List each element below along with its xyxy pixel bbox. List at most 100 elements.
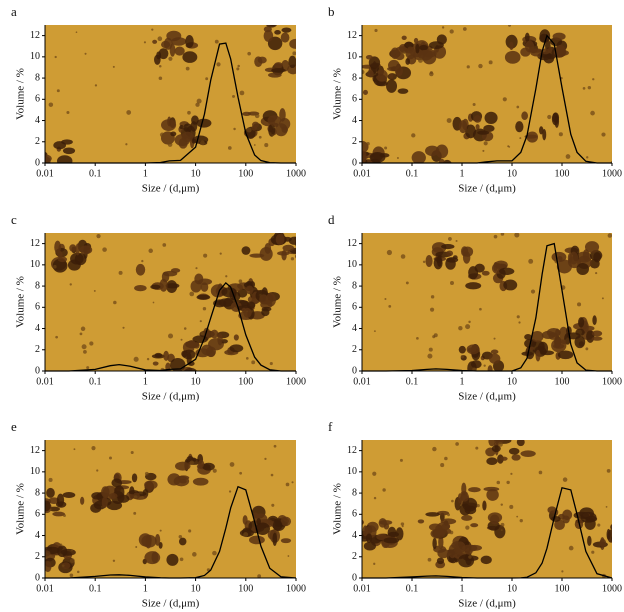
particle bbox=[57, 155, 72, 167]
particle bbox=[271, 68, 286, 73]
particle bbox=[585, 347, 588, 350]
particle bbox=[234, 334, 239, 340]
particle bbox=[271, 504, 274, 507]
x-tick-label: 100 bbox=[555, 376, 570, 387]
y-axis-label: Volume / % bbox=[15, 483, 27, 535]
particle bbox=[577, 302, 581, 306]
particle bbox=[451, 500, 454, 503]
particle bbox=[126, 110, 131, 115]
particle bbox=[59, 543, 62, 546]
particle bbox=[188, 529, 191, 532]
particle bbox=[553, 344, 564, 349]
particle bbox=[431, 295, 434, 298]
particle bbox=[561, 340, 566, 345]
y-tick-label: 8 bbox=[352, 72, 357, 83]
particle bbox=[62, 564, 65, 567]
x-tick-label: 0.1 bbox=[89, 583, 102, 594]
x-axis-label: Size / (d,μm) bbox=[142, 391, 200, 403]
x-tick-label: 100 bbox=[238, 376, 253, 387]
particle bbox=[53, 265, 57, 269]
particle bbox=[271, 474, 274, 477]
particle bbox=[63, 514, 66, 517]
particle bbox=[547, 115, 551, 119]
particle bbox=[249, 536, 265, 545]
particle bbox=[243, 532, 248, 537]
particle bbox=[384, 147, 387, 150]
particle bbox=[159, 48, 169, 59]
particle bbox=[366, 142, 369, 145]
particle bbox=[418, 519, 424, 523]
particle bbox=[49, 509, 51, 511]
particle bbox=[246, 285, 254, 294]
particle bbox=[488, 365, 493, 374]
particle bbox=[555, 329, 559, 338]
x-tick-label: 0.1 bbox=[89, 168, 102, 179]
x-tick-label: 1 bbox=[460, 376, 465, 387]
particle bbox=[528, 259, 533, 264]
particle bbox=[450, 29, 454, 33]
x-tick-label: 100 bbox=[555, 583, 570, 594]
particle bbox=[468, 487, 481, 492]
particle bbox=[262, 307, 272, 312]
y-tick-label: 10 bbox=[30, 466, 40, 477]
y-tick-label: 8 bbox=[35, 487, 40, 498]
figure: 0246810120.010.11101001000Size / (d,μm)V… bbox=[0, 0, 624, 612]
particle bbox=[506, 481, 509, 484]
particle bbox=[602, 297, 604, 299]
particle bbox=[55, 336, 58, 339]
particle bbox=[86, 366, 89, 369]
particle bbox=[388, 60, 400, 71]
particle bbox=[257, 574, 261, 578]
particle bbox=[519, 137, 521, 139]
particle bbox=[590, 111, 595, 116]
particle bbox=[473, 103, 476, 106]
particle bbox=[287, 555, 289, 557]
particle bbox=[423, 261, 425, 263]
particle bbox=[437, 557, 444, 564]
x-tick-label: 0.1 bbox=[406, 376, 419, 387]
particle bbox=[264, 143, 268, 147]
x-tick-label: 100 bbox=[238, 583, 253, 594]
particle bbox=[442, 26, 444, 28]
particle bbox=[141, 260, 143, 262]
particle bbox=[74, 448, 76, 450]
particle bbox=[122, 327, 124, 329]
particle bbox=[450, 281, 454, 285]
particle bbox=[185, 35, 193, 48]
particle bbox=[558, 351, 573, 360]
particle bbox=[346, 154, 351, 158]
particle bbox=[489, 136, 491, 138]
particle bbox=[289, 237, 301, 245]
particle bbox=[291, 481, 293, 483]
particle bbox=[281, 250, 286, 260]
particle bbox=[247, 301, 255, 308]
particle bbox=[607, 529, 611, 540]
particle bbox=[542, 331, 555, 339]
particle bbox=[200, 140, 205, 145]
particle bbox=[159, 65, 162, 68]
micrograph bbox=[344, 24, 613, 176]
particle bbox=[276, 234, 285, 245]
particle bbox=[150, 285, 160, 290]
particle bbox=[274, 62, 283, 68]
particle bbox=[27, 545, 32, 552]
y-tick-label: 12 bbox=[30, 238, 40, 249]
particle bbox=[446, 257, 458, 263]
particle bbox=[459, 346, 466, 354]
particle bbox=[482, 150, 484, 152]
particle bbox=[289, 39, 302, 49]
particle bbox=[194, 274, 203, 285]
particle bbox=[468, 555, 472, 559]
particle bbox=[461, 246, 468, 256]
particle bbox=[101, 486, 109, 497]
y-tick-label: 10 bbox=[347, 466, 357, 477]
particle bbox=[511, 454, 520, 460]
y-tick-label: 0 bbox=[352, 365, 357, 376]
particle bbox=[102, 497, 108, 508]
particle bbox=[412, 151, 426, 164]
particle bbox=[501, 529, 503, 531]
particle bbox=[416, 337, 419, 340]
particle bbox=[220, 253, 222, 255]
particle bbox=[482, 271, 490, 276]
particle bbox=[490, 515, 499, 525]
